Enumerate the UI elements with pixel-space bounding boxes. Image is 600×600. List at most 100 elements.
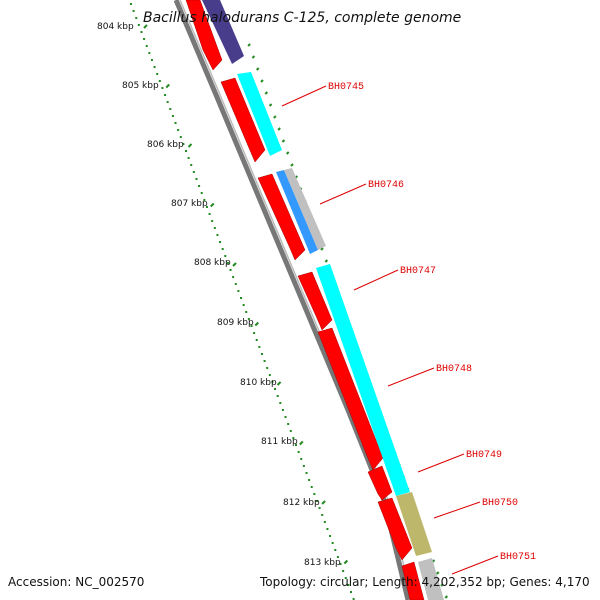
ruler-dot — [179, 136, 182, 138]
gene-label-bh0749[interactable]: BH0749 — [466, 450, 502, 461]
ruler-tick — [210, 202, 215, 208]
kbp-label: 807 kbp — [171, 199, 208, 209]
ruler-dot — [284, 416, 287, 418]
ruler-dot — [140, 31, 143, 33]
cds-arrow[interactable] — [401, 561, 425, 600]
outer-tick — [440, 583, 444, 587]
cds-arrow[interactable] — [317, 327, 384, 471]
ruler-dot — [185, 150, 188, 152]
cds-arrow[interactable] — [297, 271, 333, 331]
gene-box-blue[interactable] — [276, 170, 318, 254]
kbp-ruler-dots — [130, 3, 355, 600]
ruler-dot — [240, 297, 243, 299]
kbp-label: 805 kbp — [122, 81, 159, 91]
ruler-dot — [158, 80, 161, 82]
gene-box-grey[interactable] — [284, 168, 326, 250]
kbp-label: 811 kbp — [261, 437, 298, 447]
ruler-dot — [135, 17, 138, 19]
gene-label-bh0750[interactable]: BH0750 — [482, 498, 518, 509]
ruler-dot — [276, 395, 279, 397]
kbp-label: 812 kbp — [283, 498, 320, 508]
gene-label-bh0748[interactable]: BH0748 — [436, 364, 472, 375]
ruler-dot — [150, 59, 153, 61]
ruler-tick — [232, 262, 237, 267]
gene-label-bh0747[interactable]: BH0747 — [400, 266, 436, 277]
leader-line — [451, 555, 499, 575]
ruler-dot — [310, 486, 313, 488]
outer-tick — [290, 163, 294, 167]
ruler-dot — [308, 479, 311, 481]
gene-label-bh0751[interactable]: BH0751 — [500, 552, 536, 563]
gene-box-cyan[interactable] — [316, 264, 410, 496]
ruler-dot — [203, 199, 206, 201]
ruler-dot — [255, 339, 258, 341]
kbp-label: 808 kbp — [194, 258, 231, 268]
ruler-dot — [347, 584, 350, 586]
ruler-dot — [289, 430, 292, 432]
outer-tick — [251, 55, 256, 59]
ruler-dot — [352, 598, 355, 600]
leader-line — [353, 269, 399, 291]
cds-arrow[interactable] — [367, 465, 393, 501]
ruler-dot — [148, 52, 151, 54]
ruler-tick — [343, 559, 349, 565]
ruler-dot — [250, 325, 253, 327]
gene-box-olive[interactable] — [396, 492, 432, 556]
kbp-label: 809 kbp — [217, 318, 254, 328]
ruler-dot — [205, 206, 208, 208]
ruler-dot — [145, 45, 148, 47]
ruler-dot — [219, 241, 222, 243]
ruler-dot — [237, 290, 240, 292]
ruler-dot — [177, 129, 180, 131]
gene-labels: BH0745 BH0746 BH0747 BH0748 BH0749 BH075… — [281, 82, 536, 575]
cds-arrow[interactable] — [185, 0, 223, 71]
ruler-dot — [263, 360, 266, 362]
ruler-dot — [302, 465, 305, 467]
ruler-dot — [229, 269, 232, 271]
gene-box-grey[interactable] — [418, 558, 444, 600]
ruler-dot — [247, 318, 250, 320]
ruler-dot — [300, 458, 303, 460]
leader-line — [319, 183, 367, 205]
outer-tick — [264, 91, 268, 95]
ruler-dot — [305, 472, 308, 474]
ruler-dot — [315, 500, 318, 502]
ruler-dot — [344, 577, 347, 579]
outer-tick — [247, 43, 251, 47]
leader-line — [433, 501, 481, 519]
gene-label-bh0746[interactable]: BH0746 — [368, 180, 404, 191]
leader-line — [281, 85, 327, 107]
ruler-dot — [221, 248, 224, 250]
gene-label-bh0745[interactable]: BH0745 — [328, 82, 364, 93]
outer-tick — [256, 67, 260, 71]
ruler-dot — [213, 227, 216, 229]
genome-title: Bacillus halodurans C-125, complete geno… — [143, 10, 461, 26]
cds-arrow[interactable] — [257, 173, 306, 261]
accession-text: Accession: NC_002570 — [8, 575, 144, 589]
ruler-tick — [276, 381, 282, 386]
ruler-dot — [143, 38, 146, 40]
outer-tick — [273, 115, 277, 119]
ruler-dot — [274, 388, 277, 390]
ruler-tick — [187, 143, 193, 148]
ruler-tick — [299, 440, 304, 446]
ruler-dot — [279, 402, 282, 404]
ruler-dot — [200, 192, 203, 194]
kbp-labels: 804 kbp 805 kbp 806 kbp 807 kbp 808 kbp … — [97, 22, 341, 568]
outer-tick — [286, 151, 290, 155]
ruler-dot — [334, 549, 337, 551]
ruler-dot — [226, 262, 229, 264]
ruler-dot — [169, 108, 172, 110]
ruler-dot — [156, 73, 159, 75]
ruler-dot — [171, 115, 174, 117]
cds-arrow[interactable] — [377, 497, 413, 561]
ruler-dot — [258, 346, 261, 348]
ruler-dot — [287, 423, 290, 425]
leader-line — [387, 367, 435, 387]
ruler-dot — [211, 220, 214, 222]
ruler-dot — [232, 276, 235, 278]
cds-arrow[interactable] — [220, 77, 266, 163]
gene-box-cyan[interactable] — [237, 72, 282, 156]
ruler-tick — [254, 321, 259, 327]
gene-box-purple[interactable] — [202, 0, 244, 64]
